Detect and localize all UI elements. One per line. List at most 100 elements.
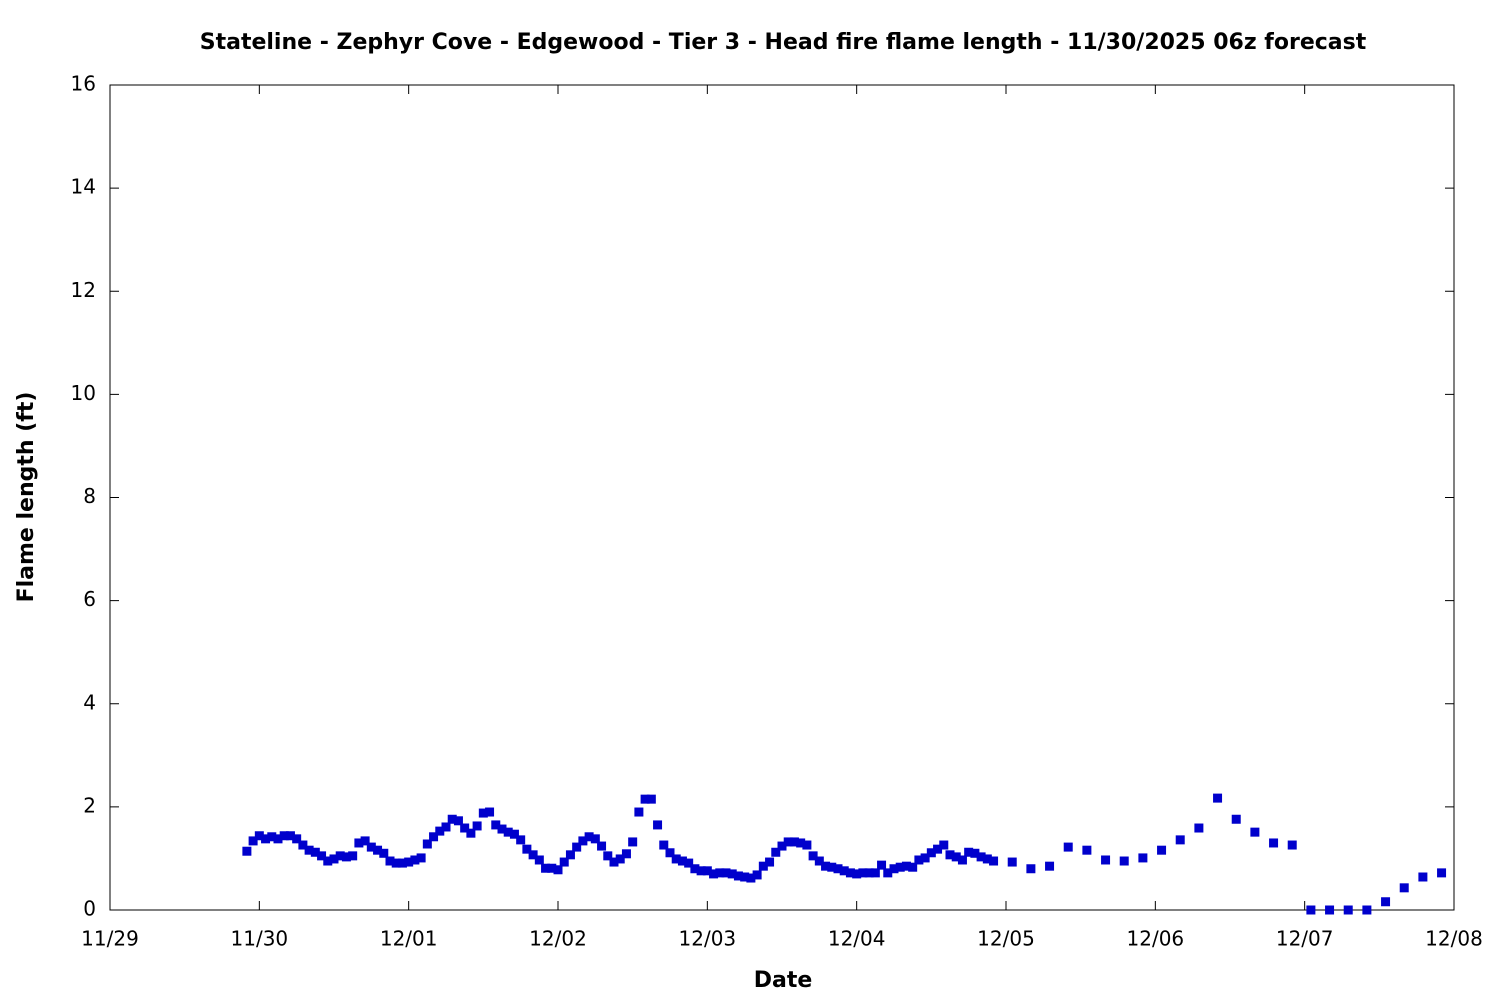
data-point	[771, 847, 781, 857]
data-point	[584, 832, 594, 842]
data-point	[696, 866, 706, 876]
data-point	[845, 868, 855, 878]
data-point	[261, 834, 271, 844]
data-point	[1175, 835, 1185, 845]
data-point	[957, 855, 967, 865]
data-point	[397, 858, 407, 868]
data-point	[298, 840, 308, 850]
data-point	[1157, 845, 1167, 855]
data-point	[422, 839, 432, 849]
data-point	[989, 856, 999, 866]
data-point	[684, 858, 694, 868]
data-point	[920, 853, 930, 863]
data-point	[348, 851, 358, 861]
data-point	[547, 863, 557, 873]
data-point	[1269, 838, 1279, 848]
data-point	[1194, 823, 1204, 833]
data-point	[945, 850, 955, 860]
data-point	[808, 851, 818, 861]
data-point	[609, 857, 619, 867]
data-point	[341, 852, 351, 862]
data-point	[628, 837, 638, 847]
data-point	[472, 821, 482, 831]
data-point	[777, 841, 787, 851]
data-point	[1063, 842, 1073, 852]
y-axis-label: Flame length (ft)	[14, 392, 39, 603]
data-point	[901, 861, 911, 871]
data-point	[1045, 861, 1055, 871]
data-point	[1250, 827, 1260, 837]
data-point	[385, 856, 395, 866]
data-point	[565, 850, 575, 860]
x-tick-label: 11/29	[81, 927, 139, 951]
data-point	[653, 820, 663, 830]
data-point	[597, 841, 607, 851]
data-point	[528, 850, 538, 860]
data-point	[926, 848, 936, 858]
data-point	[870, 868, 880, 878]
data-point	[478, 808, 488, 818]
data-point	[1287, 840, 1297, 850]
data-point	[839, 866, 849, 876]
data-point	[740, 872, 750, 882]
x-tick-label: 12/01	[380, 927, 438, 951]
data-point	[242, 846, 252, 856]
data-point	[982, 854, 992, 864]
data-point	[765, 857, 775, 867]
data-point	[1325, 905, 1335, 915]
data-point	[889, 864, 899, 874]
x-tick-label: 12/07	[1276, 927, 1334, 951]
data-point	[267, 832, 277, 842]
data-point	[1026, 864, 1036, 874]
data-point	[671, 854, 681, 864]
data-point	[304, 845, 314, 855]
data-point	[1101, 855, 1111, 865]
data-point	[603, 851, 613, 861]
data-point	[360, 836, 370, 846]
data-point	[646, 794, 656, 804]
data-point	[317, 851, 327, 861]
data-point	[677, 856, 687, 866]
x-tick-label: 12/08	[1425, 927, 1483, 951]
data-point	[429, 832, 439, 842]
data-point	[447, 814, 457, 824]
data-point	[453, 816, 463, 826]
data-point	[553, 865, 563, 875]
data-point	[758, 861, 768, 871]
data-point	[1437, 868, 1447, 878]
data-point	[933, 844, 943, 854]
data-point	[1082, 845, 1092, 855]
data-point	[373, 845, 383, 855]
data-point	[485, 807, 495, 817]
data-point	[559, 857, 569, 867]
x-tick-label: 12/02	[529, 927, 587, 951]
data-point	[802, 840, 812, 850]
data-point	[329, 854, 339, 864]
x-axis-label: Date	[754, 968, 813, 993]
y-tick-label: 12	[71, 278, 96, 302]
chart-title: Stateline - Zephyr Cove - Edgewood - Tie…	[200, 30, 1367, 55]
data-point	[640, 794, 650, 804]
data-point	[821, 861, 831, 871]
data-point	[391, 858, 401, 868]
data-point	[939, 840, 949, 850]
x-tick-label: 11/30	[231, 927, 289, 951]
data-point	[1007, 857, 1017, 867]
data-point	[497, 824, 507, 834]
data-point	[323, 856, 333, 866]
data-point	[1306, 905, 1316, 915]
data-point	[659, 840, 669, 850]
data-point	[852, 869, 862, 879]
data-point	[951, 852, 961, 862]
data-point	[248, 836, 258, 846]
data-point	[534, 855, 544, 865]
data-point	[665, 848, 675, 858]
data-point	[883, 868, 893, 878]
data-point	[522, 844, 532, 854]
data-point	[864, 868, 874, 878]
data-point	[1362, 905, 1372, 915]
data-point	[976, 852, 986, 862]
data-point	[366, 842, 376, 852]
data-point	[789, 837, 799, 847]
